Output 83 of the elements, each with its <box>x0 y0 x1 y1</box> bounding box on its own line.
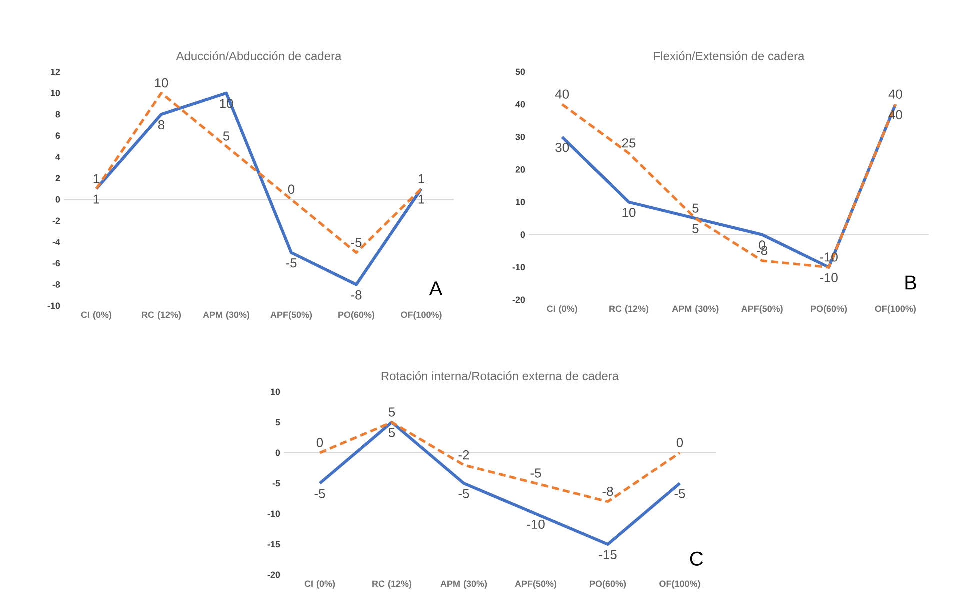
x-tick-label: APM (30%) <box>440 580 488 589</box>
y-tick-label: -10 <box>512 264 526 271</box>
data-label: 10 <box>622 208 636 218</box>
x-tick-label: APF(50%) <box>270 312 312 320</box>
y-tick-label: 10 <box>51 90 60 96</box>
x-tick-label: APF(50%) <box>515 580 557 589</box>
x-tick-label: APM (30%) <box>203 312 250 320</box>
data-label: 30 <box>556 142 570 152</box>
x-tick-label: CI (0%) <box>547 306 578 314</box>
data-label: -2 <box>458 450 470 460</box>
data-label: -5 <box>674 489 686 498</box>
data-label: 0 <box>676 438 684 448</box>
y-tick-label: -8 <box>52 282 60 288</box>
data-label: -5 <box>286 258 297 268</box>
data-label: 5 <box>692 204 699 213</box>
data-label: 5 <box>388 428 396 438</box>
y-tick-label: 0 <box>276 450 280 456</box>
y-tick-label: 30 <box>516 134 526 140</box>
y-tick-label: -15 <box>268 541 280 548</box>
x-tick-label: OF(100%) <box>660 580 700 589</box>
x-tick-label: PO(60%) <box>811 306 848 314</box>
data-label: 8 <box>158 120 165 130</box>
x-tick-label: APM (30%) <box>672 306 719 314</box>
data-label: -5 <box>530 468 542 478</box>
x-tick-label: RC (12%) <box>372 580 412 589</box>
x-tick-label: RC (12%) <box>610 306 649 314</box>
x-tick-label: APF(50%) <box>742 306 783 314</box>
y-tick-label: -6 <box>52 260 60 267</box>
y-tick-label: -20 <box>268 572 280 578</box>
data-label: -5 <box>351 238 362 248</box>
y-tick-label: 0 <box>520 232 526 238</box>
y-tick-label: -4 <box>52 239 60 246</box>
data-label: -8 <box>351 290 362 300</box>
y-tick-label: 0 <box>56 196 60 203</box>
data-label: 40 <box>888 90 902 99</box>
x-tick-label: OF(100%) <box>401 312 442 320</box>
data-label: 1 <box>94 174 100 184</box>
line-series <box>95 92 423 286</box>
data-label: 5 <box>692 224 699 234</box>
y-tick-label: -10 <box>268 510 280 518</box>
data-label: -5 <box>458 489 470 498</box>
data-label: 1 <box>418 194 424 204</box>
data-label: 1 <box>94 194 100 204</box>
annotation: C <box>690 552 704 566</box>
y-tick-label: 10 <box>271 388 280 396</box>
y-tick-label: -20 <box>512 296 526 304</box>
y-tick-label: 40 <box>516 101 526 108</box>
y-tick-label: 8 <box>56 111 60 118</box>
annotation: B <box>906 276 916 290</box>
data-label: -5 <box>314 489 326 498</box>
y-tick-label: 50 <box>516 68 526 76</box>
data-label: -10 <box>527 520 545 530</box>
y-tick-label: 6 <box>56 132 60 140</box>
y-tick-label: 4 <box>56 154 60 160</box>
data-label: 5 <box>223 132 230 141</box>
data-label: -8 <box>602 486 614 496</box>
chart-title: Rotación interna/Rotación externa de cadera <box>382 372 620 380</box>
y-tick-label: -2 <box>52 218 60 224</box>
data-label: 1 <box>418 174 424 184</box>
y-tick-label: 2 <box>56 175 60 182</box>
data-label: 40 <box>555 90 570 99</box>
x-tick-label: OF(100%) <box>875 306 916 314</box>
y-tick-label: 5 <box>276 419 280 426</box>
chart-title: Flexión/Extensión de cadera <box>654 52 805 60</box>
chart-title: Aducción/Abducción de cadera <box>176 52 342 60</box>
x-tick-label: PO(60%) <box>338 312 375 320</box>
y-tick-label: 20 <box>516 166 526 173</box>
x-tick-label: PO(60%) <box>590 580 626 589</box>
y-tick-label: 12 <box>51 68 60 76</box>
data-label: 10 <box>155 78 168 88</box>
data-label: 5 <box>388 408 396 417</box>
y-tick-label: -5 <box>272 480 280 487</box>
data-label: -10 <box>820 273 838 282</box>
data-label: -15 <box>599 550 617 560</box>
x-tick-label: CI (0%) <box>81 312 112 320</box>
annotation: A <box>429 282 443 296</box>
x-tick-label: CI (0%) <box>304 580 336 589</box>
y-tick-label: 10 <box>516 199 526 206</box>
x-tick-label: RC (12%) <box>142 312 182 320</box>
data-label: 0 <box>288 184 295 194</box>
data-label: 0 <box>316 438 324 448</box>
data-label: 25 <box>622 138 636 148</box>
y-tick-label: -10 <box>48 302 60 310</box>
